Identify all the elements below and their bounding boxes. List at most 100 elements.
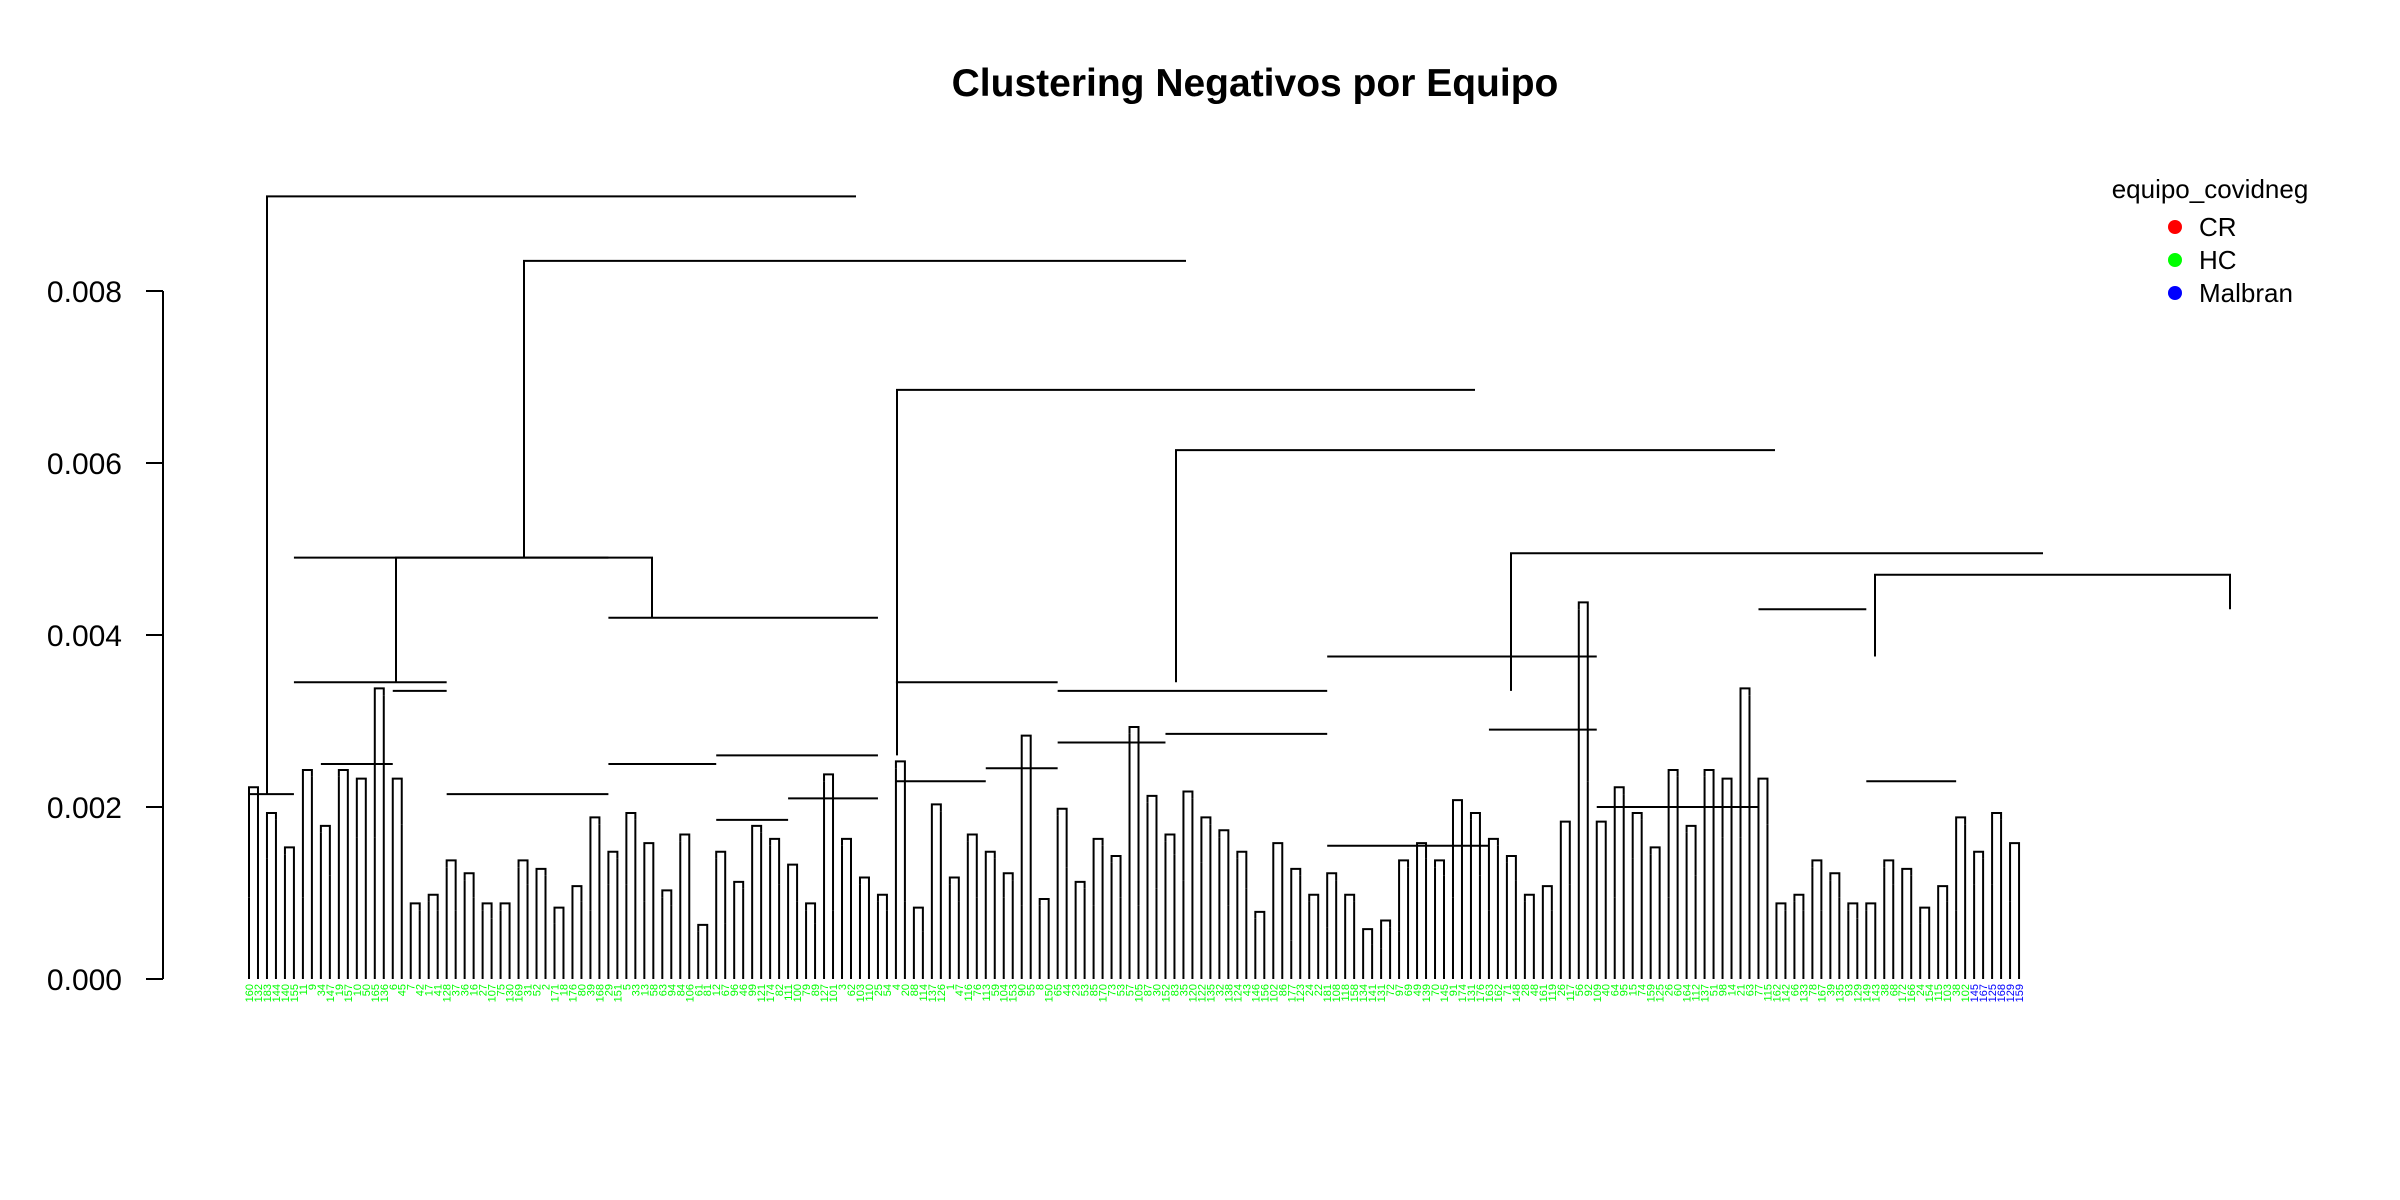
leaf-label: 158	[1349, 984, 1361, 1002]
leaf-label: 62	[846, 984, 858, 996]
tree-branch	[1110, 855, 1122, 898]
leaf-label: 138	[1223, 984, 1235, 1002]
leaf-label: 81	[702, 984, 714, 996]
leaf-label: 106	[684, 984, 696, 1002]
tree-branch	[1919, 906, 1931, 924]
leaf-label: 154	[1924, 984, 1936, 1002]
legend-entry-label: HC	[2199, 245, 2237, 275]
tree-branch	[1434, 859, 1446, 876]
leaf-label: 74	[1637, 984, 1649, 996]
leaf-label: 95	[1619, 984, 1631, 996]
tree-branch	[1649, 846, 1661, 872]
leaf-label: 21	[1736, 984, 1748, 996]
tree-branch	[1175, 449, 1775, 683]
leaf-label: 125	[1655, 984, 1667, 1002]
tree-branch	[896, 388, 1475, 756]
leaf-label: 58	[648, 984, 660, 996]
tree-branch	[1847, 902, 1859, 919]
tree-branch	[697, 923, 709, 936]
leaf-label: 9	[307, 984, 319, 990]
tree-branch	[523, 259, 1186, 558]
leaf-label: 37	[451, 984, 463, 996]
leaf-label: 148	[1511, 984, 1523, 1002]
leaf-label: 159	[1646, 984, 1658, 1002]
y-axis: 0.000 0.002 0.004 0.006 0.008	[47, 276, 164, 997]
chart-title: Clustering Negativos por Equipo	[952, 62, 1559, 105]
leaf-label: 92	[1583, 984, 1595, 996]
leaf-label: 64	[1610, 984, 1622, 996]
leaf-label: 15	[1628, 984, 1640, 996]
leaf-label: 118	[1340, 984, 1352, 1002]
leaf-label: 108	[1331, 984, 1343, 1002]
tree-branch	[1595, 820, 1607, 850]
leaf-label: 13	[639, 984, 651, 996]
tree-branch	[283, 846, 295, 872]
leaf-label: 144	[271, 984, 283, 1002]
leaf-label: 145	[1969, 984, 1981, 1002]
leaf-label: 63	[657, 984, 669, 996]
tree-branch	[1038, 898, 1050, 915]
dendrogram-tree	[248, 195, 2231, 979]
leaf-label: 174	[1457, 984, 1469, 1002]
tree-branch	[1164, 833, 1176, 855]
leaf-label: 16	[469, 984, 481, 996]
leaf-label: 5	[621, 984, 633, 990]
leaf-label: 66	[1789, 984, 1801, 996]
leaf-label: 100	[792, 984, 804, 1002]
leaf-label: 72	[1385, 984, 1397, 996]
leaf-label: 130	[505, 984, 517, 1002]
leaf-label: 110	[864, 984, 876, 1002]
leaf-label: 2	[541, 984, 553, 990]
leaf-label: 86	[1277, 984, 1289, 996]
leaf-label: 67	[720, 984, 732, 996]
leaf-label: 103	[1942, 984, 1954, 1002]
tree-branch	[1056, 807, 1068, 868]
tree-branch	[1487, 837, 1499, 911]
leaf-label: 164	[1682, 984, 1694, 1002]
leaf-label: 50	[361, 984, 373, 996]
tree-branch	[337, 769, 349, 829]
tree-branch	[661, 889, 673, 906]
leaf-label: 31	[523, 984, 535, 996]
leaf-label: 153	[1008, 984, 1020, 1002]
leaf-label: 120	[1187, 984, 1199, 1002]
tree-branch	[733, 880, 745, 936]
leaf-label: 54	[882, 984, 894, 996]
leaf-label: 33	[630, 984, 642, 996]
leaf-label: 111	[783, 984, 795, 1001]
tree-branch	[1020, 734, 1032, 906]
leaf-label: 53	[1080, 984, 1092, 996]
leaf-label: 151	[612, 984, 624, 1002]
leaf-label: 155	[289, 984, 301, 1002]
leaf-label: 24	[1304, 984, 1316, 996]
leaf-label: 126	[936, 984, 948, 1002]
leaf-label: 4	[891, 984, 903, 990]
leaf-label: 56	[1574, 984, 1586, 996]
tree-branch	[248, 786, 259, 898]
leaf-label: 30	[1151, 984, 1163, 996]
tree-branch	[787, 863, 799, 902]
leaf-label: 135	[1834, 984, 1846, 1002]
leaf-label: 82	[774, 984, 786, 996]
leaf-label: 89	[810, 984, 822, 996]
leaf-label: 22	[1313, 984, 1325, 996]
leaf-label: 167	[1978, 984, 1990, 1002]
leaf-label: 77	[1753, 984, 1765, 996]
leaf-label: 25	[873, 984, 885, 996]
leaf-label: 166	[1906, 984, 1918, 1002]
tree-branch	[1146, 794, 1158, 889]
tree-branch	[1505, 855, 1517, 881]
leaf-label: 137	[927, 984, 939, 1002]
tree-branch	[1200, 816, 1212, 863]
tree-branch	[1398, 859, 1410, 932]
tree-branch	[1218, 829, 1230, 906]
leaf-label: 102	[1960, 984, 1972, 1002]
tree-branch	[517, 859, 529, 885]
leaf-label: 140	[280, 984, 292, 1002]
tree-branch	[1362, 928, 1374, 945]
tree-branch	[679, 833, 691, 893]
leaf-label: 38	[1879, 984, 1891, 996]
leaf-label: 91	[1448, 984, 1460, 996]
leaf-label: 160	[244, 984, 256, 1002]
leaf-label: 28	[1520, 984, 1532, 996]
